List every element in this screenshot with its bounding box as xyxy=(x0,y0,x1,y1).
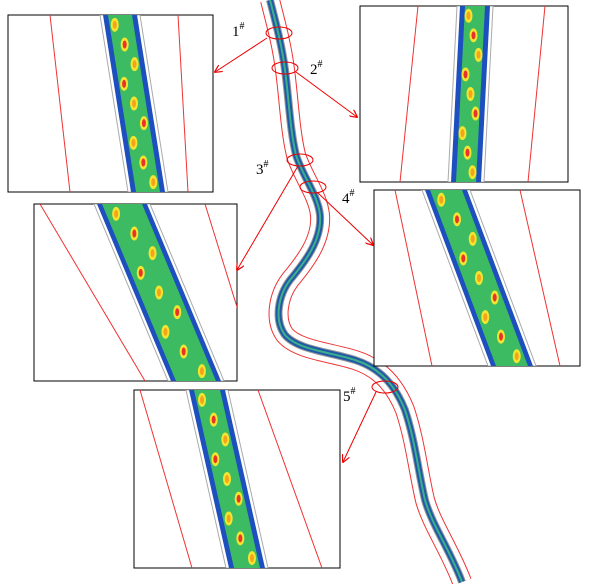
hotspot-core xyxy=(237,495,241,503)
hotspot-core xyxy=(200,396,204,404)
hotspot-core xyxy=(227,515,231,523)
hotspot-core xyxy=(474,110,478,118)
hotspot-core xyxy=(223,435,227,443)
hotspot-core xyxy=(469,90,473,98)
hotspot-core xyxy=(464,70,468,78)
hotspot-core xyxy=(133,60,137,68)
hotspot-core xyxy=(477,51,481,59)
river-figure: 1# 2# 3# 4# 5# xyxy=(0,0,589,584)
site-label: 5# xyxy=(343,386,356,405)
hotspot-core xyxy=(439,196,443,204)
hotspot-core xyxy=(472,31,476,39)
hotspot-core xyxy=(182,348,186,356)
hotspot-core xyxy=(123,41,127,49)
hotspot-core xyxy=(131,139,135,147)
hotspot-core xyxy=(471,235,475,243)
hotspot-core xyxy=(466,149,470,157)
hotspot-core xyxy=(114,210,118,218)
hotspot-core xyxy=(499,333,503,341)
hotspot-core xyxy=(132,100,136,108)
site-label: 4# xyxy=(342,188,355,207)
hotspot-core xyxy=(200,367,204,375)
hotspot-core xyxy=(175,308,179,316)
hotspot-core xyxy=(132,230,136,238)
hotspot-core xyxy=(212,416,216,424)
pointer-arrow xyxy=(237,166,298,270)
hotspot-core xyxy=(151,249,155,257)
hotspot-core xyxy=(471,168,475,176)
hotspot-core xyxy=(461,129,465,137)
pointer-arrow xyxy=(296,72,357,117)
hotspot-core xyxy=(467,12,471,20)
page: {"sites": [ {"label": "1", "mark": "#"},… xyxy=(0,0,589,584)
hotspot-core xyxy=(250,554,254,562)
hotspot-core xyxy=(225,475,229,483)
site-mark: # xyxy=(351,386,356,397)
site-mark: # xyxy=(240,21,245,32)
site-number: 3 xyxy=(256,162,264,178)
site-mark: # xyxy=(318,59,323,70)
hotspot-core xyxy=(238,534,242,542)
site-label: 1# xyxy=(232,21,245,40)
hotspot-core xyxy=(141,159,145,167)
hotspot-core xyxy=(461,254,465,262)
site-label: 3# xyxy=(256,159,269,178)
hotspot-core xyxy=(455,215,459,223)
site-number: 5 xyxy=(343,389,351,405)
hotspot-core xyxy=(483,313,487,321)
pointer-arrow xyxy=(215,38,267,72)
hotspot-core xyxy=(142,119,146,127)
hotspot-core xyxy=(213,455,217,463)
hotspot-core xyxy=(113,21,117,29)
site-mark: # xyxy=(350,188,355,199)
site-label: 2# xyxy=(310,59,323,78)
hotspot-core xyxy=(477,274,481,282)
hotspot-core xyxy=(163,328,167,336)
hotspot-core xyxy=(515,352,519,360)
hotspot-core xyxy=(122,80,126,88)
hotspot-core xyxy=(151,178,155,186)
site-number: 1 xyxy=(232,24,240,40)
site-number: 2 xyxy=(310,62,318,78)
site-mark: # xyxy=(264,159,269,170)
hotspot-core xyxy=(139,269,143,277)
hotspot-core xyxy=(157,289,161,297)
hotspot-core xyxy=(493,294,497,302)
